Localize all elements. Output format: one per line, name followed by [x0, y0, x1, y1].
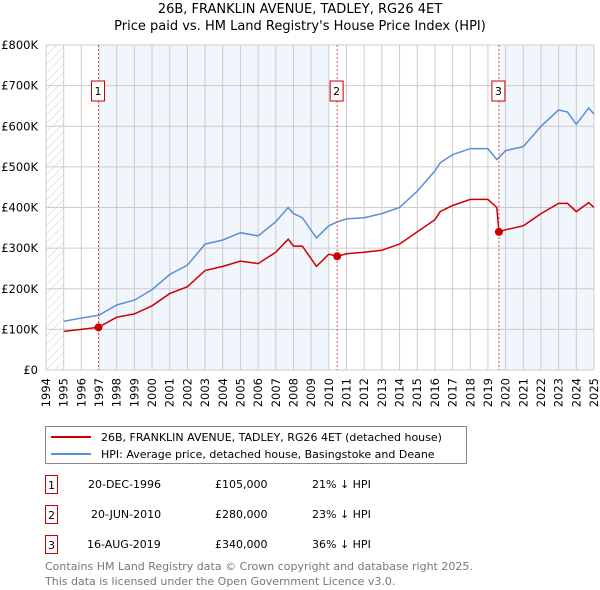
sale-label-box — [91, 80, 106, 102]
x-tick-label: 2022 — [534, 378, 548, 407]
chart-subtitle: Price paid vs. HM Land Registry's House … — [114, 19, 486, 34]
sale-price: £105,000 — [215, 478, 268, 491]
legend-item-property: 26B, FRANKLIN AVENUE, TADLEY, RG26 4ET (… — [51, 430, 442, 444]
x-tick-label: 2008 — [286, 378, 300, 407]
y-tick-label: £300K — [1, 241, 38, 255]
x-tick-label: 2021 — [516, 378, 530, 407]
sale-label: 3 — [495, 85, 502, 98]
sale-date: 20-JUN-2010 — [91, 508, 162, 521]
price-paid-line — [63, 198, 595, 333]
sale-label-box — [491, 80, 506, 102]
x-tick-label: 2019 — [481, 378, 495, 407]
sale-row: 2 20-JUN-2010 £280,000 23% ↓ HPI — [45, 505, 405, 525]
y-tick-label: £400K — [1, 201, 38, 215]
x-tick-label: 2013 — [375, 378, 389, 407]
x-tick-label: 2006 — [251, 378, 265, 407]
x-tick-label: 2015 — [410, 378, 424, 407]
x-tick-label: 2014 — [393, 378, 407, 407]
x-tick-label: 1997 — [92, 378, 106, 407]
x-tick-label: 1995 — [57, 378, 71, 407]
x-tick-label: 1999 — [127, 378, 141, 407]
legend-swatch-red — [51, 436, 91, 438]
sale-price: £280,000 — [215, 508, 268, 521]
sale-label: 2 — [333, 85, 340, 98]
sale-row: 1 20-DEC-1996 £105,000 21% ↓ HPI — [45, 475, 405, 495]
x-tick-label: 1998 — [110, 378, 124, 407]
sale-marker-badge: 3 — [45, 535, 58, 554]
footer-licence: This data is licensed under the Open Gov… — [45, 575, 396, 588]
x-tick-label: 2003 — [198, 378, 212, 407]
sale-label-box — [329, 80, 344, 102]
sale-hpi-diff: 23% ↓ HPI — [312, 508, 371, 521]
chart-title: 26B, FRANKLIN AVENUE, TADLEY, RG26 4ET — [157, 2, 443, 17]
sale-point — [333, 252, 342, 261]
legend-swatch-blue — [51, 453, 91, 455]
x-tick-label: 2007 — [269, 378, 283, 407]
y-tick-label: £100K — [1, 322, 38, 336]
footer-copyright: Contains HM Land Registry data © Crown c… — [45, 560, 473, 573]
x-tick-label: 2004 — [216, 378, 230, 407]
x-tick-label: 2017 — [446, 378, 460, 407]
x-tick-label: 2025 — [587, 378, 600, 407]
sale-price: £340,000 — [215, 538, 268, 551]
x-tick-label: 2018 — [463, 378, 477, 407]
x-tick-label: 2011 — [340, 378, 354, 407]
y-tick-label: £200K — [1, 282, 38, 296]
hpi-line — [63, 106, 595, 323]
sale-hpi-diff: 36% ↓ HPI — [312, 538, 371, 551]
x-tick-label: 2000 — [145, 378, 159, 407]
x-tick-label: 2024 — [569, 378, 583, 407]
chart: 1 2 3 1994 1995 1996 1997 1998 1999 2000 2001 2002 2… — [1, 38, 600, 407]
y-tick-label: £600K — [1, 119, 38, 133]
legend: 26B, FRANKLIN AVENUE, TADLEY, RG26 4ET (… — [45, 426, 467, 464]
x-tick-label: 1996 — [74, 378, 88, 407]
sale-row: 3 16-AUG-2019 £340,000 36% ↓ HPI — [45, 535, 405, 555]
y-tick-label: £500K — [1, 160, 38, 174]
sale-label: 1 — [95, 85, 102, 98]
legend-item-hpi: HPI: Average price, detached house, Basi… — [51, 447, 435, 461]
y-tick-label: £0 — [23, 363, 38, 377]
x-tick-label: 2016 — [428, 378, 442, 407]
y-tick-label: £700K — [1, 79, 38, 93]
sale-hpi-diff: 21% ↓ HPI — [312, 478, 371, 491]
x-tick-label: 1994 — [39, 378, 53, 407]
sale-marker-badge: 1 — [45, 475, 58, 494]
legend-label: 26B, FRANKLIN AVENUE, TADLEY, RG26 4ET (… — [101, 430, 442, 444]
sale-date: 20-DEC-1996 — [88, 478, 162, 491]
x-tick-label: 2009 — [304, 378, 318, 407]
x-tick-label: 2020 — [499, 378, 513, 407]
x-tick-label: 2002 — [180, 378, 194, 407]
sale-point — [494, 227, 503, 236]
x-tick-label: 2012 — [357, 378, 371, 407]
x-tick-label: 2001 — [163, 378, 177, 407]
x-tick-label: 2005 — [233, 378, 247, 407]
sale-marker-badge: 2 — [45, 505, 58, 524]
y-tick-label: £800K — [1, 38, 38, 52]
x-tick-label: 2023 — [552, 378, 566, 407]
legend-label: HPI: Average price, detached house, Basi… — [101, 447, 435, 461]
sale-date: 16-AUG-2019 — [87, 538, 161, 551]
x-tick-label: 2010 — [322, 378, 336, 407]
sale-point — [94, 323, 103, 332]
